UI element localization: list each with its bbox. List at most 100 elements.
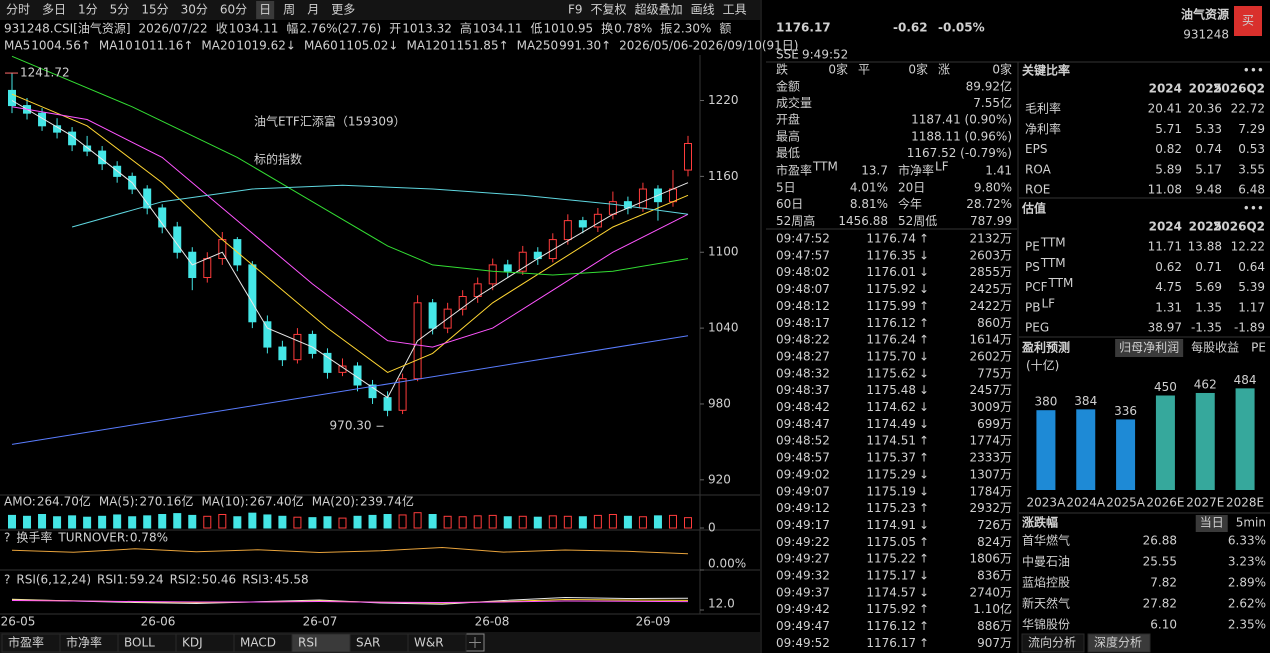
volume-bar bbox=[308, 517, 317, 529]
column-header: 2025 bbox=[1189, 220, 1222, 234]
indicator-tab[interactable]: 市盈率 bbox=[8, 635, 44, 650]
tick-time: 09:48:57 bbox=[776, 451, 830, 465]
panel-tab[interactable]: 深度分析 bbox=[1094, 635, 1142, 650]
info-label: 收 bbox=[216, 22, 228, 36]
tick-volume: 726万 bbox=[977, 518, 1012, 532]
stock-name[interactable]: 华锦股份 bbox=[1022, 618, 1070, 632]
ma-arrow: ↑ bbox=[499, 39, 509, 53]
candle-body bbox=[383, 397, 392, 411]
stat-value: 89.92亿 bbox=[966, 79, 1012, 94]
stat-value: 7.55亿 bbox=[973, 95, 1012, 110]
ma-label: MA10 bbox=[99, 39, 133, 53]
stock-name[interactable]: 中曼石油 bbox=[1022, 554, 1070, 569]
tick-time: 09:49:42 bbox=[776, 602, 830, 616]
movers-tab[interactable]: 当日 bbox=[1200, 516, 1224, 530]
candle-body bbox=[668, 188, 677, 203]
timeframe-tab[interactable]: 30分 bbox=[181, 3, 208, 17]
tick-time: 09:48:02 bbox=[776, 265, 830, 279]
panel-tab-bg[interactable] bbox=[1021, 633, 1085, 653]
indicator-tab-bg[interactable] bbox=[407, 633, 467, 653]
candle-body bbox=[203, 258, 212, 279]
tick-time: 09:48:22 bbox=[776, 333, 830, 347]
tick-direction: ↓ bbox=[919, 585, 929, 599]
timeframe-tab[interactable]: 更多 bbox=[331, 3, 355, 17]
tick-volume: 2932万 bbox=[969, 501, 1012, 515]
amo-value: 239.74亿 bbox=[360, 494, 414, 509]
buy-button-bg[interactable] bbox=[1234, 6, 1262, 36]
buy-button[interactable]: 买 bbox=[1242, 14, 1254, 28]
row-label-sup: TTM bbox=[1048, 276, 1074, 290]
candle-body bbox=[248, 264, 257, 323]
indicator-tab[interactable]: BOLL bbox=[124, 636, 155, 650]
timeframe-tab[interactable]: 60分 bbox=[220, 3, 247, 17]
tool-button[interactable]: 不复权 bbox=[591, 3, 627, 17]
tool-button[interactable]: 画线 bbox=[691, 3, 715, 17]
info-label: 低 bbox=[530, 22, 542, 36]
tick-volume: 824万 bbox=[977, 535, 1012, 549]
forecast-bar bbox=[1076, 409, 1096, 490]
candle-body bbox=[8, 89, 16, 107]
row-label: PEG bbox=[1025, 321, 1049, 335]
volume-bar bbox=[113, 514, 122, 529]
tool-button[interactable]: 工具 bbox=[723, 3, 747, 17]
indicator-tab[interactable]: MACD bbox=[240, 636, 276, 650]
ma-arrow: ↑ bbox=[601, 39, 611, 53]
cell-value: 0.62 bbox=[1155, 260, 1182, 274]
forecast-bar bbox=[1036, 410, 1056, 490]
tool-button[interactable]: 超级叠加 bbox=[635, 2, 683, 17]
volume-bar bbox=[623, 515, 632, 529]
forecast-value: 380 bbox=[1034, 395, 1057, 409]
stat-label: 今年 bbox=[898, 196, 922, 211]
timeframe-tab[interactable]: 1分 bbox=[78, 3, 98, 17]
panel-tab[interactable]: 流向分析 bbox=[1028, 635, 1076, 650]
timeframe-tab[interactable]: 月 bbox=[307, 3, 319, 17]
tool-button[interactable]: F9 bbox=[568, 3, 583, 17]
tick-volume: 886万 bbox=[977, 619, 1012, 633]
stock-price: 26.88 bbox=[1143, 534, 1177, 548]
timeframe-tab[interactable]: 周 bbox=[283, 3, 295, 17]
indicator-tab[interactable]: RSI bbox=[298, 636, 318, 650]
stock-name[interactable]: 首华燃气 bbox=[1022, 533, 1070, 548]
tick-direction: ↓ bbox=[919, 383, 929, 397]
tick-volume: 836万 bbox=[977, 569, 1012, 583]
tick-volume: 699万 bbox=[977, 417, 1012, 431]
tick-time: 09:48:12 bbox=[776, 299, 830, 313]
stock-name[interactable]: 蓝焰控股 bbox=[1022, 575, 1070, 590]
ma-value: 991.30 bbox=[559, 39, 601, 53]
forecast-value: 336 bbox=[1114, 404, 1137, 418]
forecast-tab[interactable]: 每股收益 bbox=[1191, 340, 1239, 355]
timeframe-tab[interactable]: 15分 bbox=[141, 3, 168, 17]
turnover-value: 0.78% bbox=[130, 531, 168, 545]
tick-direction: ↑ bbox=[919, 602, 929, 616]
timeframe-tab[interactable]: 多日 bbox=[42, 3, 66, 17]
info-value: 0.78% bbox=[614, 22, 652, 36]
volume-bar bbox=[638, 516, 647, 529]
cell-value: 11.08 bbox=[1148, 183, 1182, 197]
timeframe-tab[interactable]: 5分 bbox=[110, 3, 130, 17]
volume-bar bbox=[578, 516, 587, 529]
column-header: 2026Q2 bbox=[1213, 220, 1265, 234]
indicator-tab[interactable]: 市净率 bbox=[66, 635, 102, 650]
timeframe-tab[interactable]: 分时 bbox=[6, 3, 30, 17]
tick-volume: 2425万 bbox=[969, 282, 1012, 296]
stock-name[interactable]: 新天然气 bbox=[1022, 596, 1070, 611]
tick-volume: 2602万 bbox=[969, 349, 1012, 363]
stat-label: 最高 bbox=[776, 128, 800, 143]
indicator-tab[interactable]: SAR bbox=[356, 636, 380, 650]
ma-value: 1019.62 bbox=[236, 39, 286, 53]
breadth-label: 平 bbox=[858, 63, 870, 77]
tick-direction: ↑ bbox=[919, 434, 929, 448]
movers-tab[interactable]: 5min bbox=[1236, 516, 1266, 530]
tick-volume: 907万 bbox=[977, 636, 1012, 650]
timeframe-tab[interactable]: 日 bbox=[259, 3, 271, 17]
cell-value: 5.69 bbox=[1195, 280, 1222, 294]
indicator-tab[interactable]: W&R bbox=[414, 636, 444, 650]
forecast-tab[interactable]: PE bbox=[1251, 341, 1266, 355]
ma-line bbox=[11, 100, 689, 399]
indicator-tab[interactable]: KDJ bbox=[182, 636, 203, 650]
forecast-tab[interactable]: 归母净利润 bbox=[1119, 341, 1179, 355]
panel-tab-bg[interactable] bbox=[1087, 633, 1151, 653]
stat-value: 28.72% bbox=[966, 197, 1012, 211]
info-label: 开 bbox=[389, 22, 401, 36]
